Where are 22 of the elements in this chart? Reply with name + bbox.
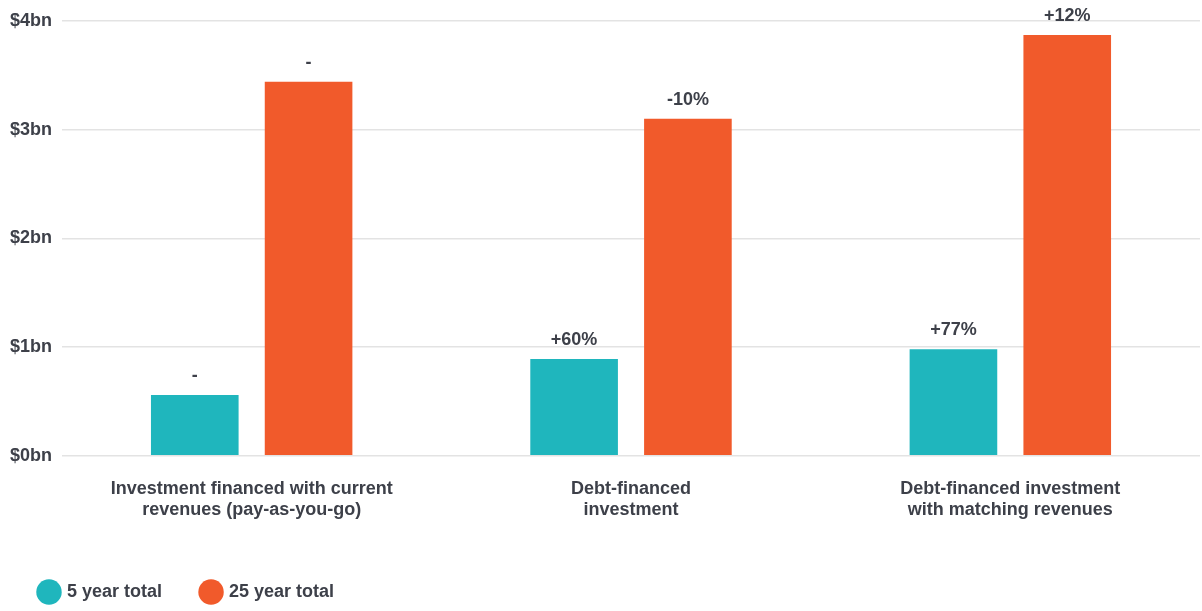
y-tick-label: $4bn [10, 9, 53, 30]
annotation: +60% [550, 328, 598, 349]
bar [530, 359, 618, 456]
x-tick-label: Investment financed with current revenues (pay-as-you-go) [110, 477, 393, 520]
bar [150, 394, 239, 456]
annotation: - [305, 51, 312, 72]
annotation: +12% [1043, 4, 1091, 25]
annotation: -10% [666, 88, 709, 109]
y-tick-label: $2bn [10, 227, 53, 248]
x-tick-label: Debt-financed investment with matching revenues [900, 477, 1121, 520]
y-tick-label: $0bn [10, 444, 53, 465]
bar [909, 349, 998, 456]
annotation: +77% [930, 319, 977, 340]
annotation: - [191, 364, 198, 385]
legend-label: 5 year total [67, 580, 163, 601]
legend-label: 25 year total [229, 580, 335, 601]
y-tick-label: $3bn [10, 118, 53, 139]
y-tick-label: $1bn [10, 336, 53, 357]
bar [644, 118, 732, 456]
bar [1023, 34, 1112, 456]
x-tick-label: Debt-financed investment [571, 477, 692, 520]
bar [264, 81, 353, 456]
